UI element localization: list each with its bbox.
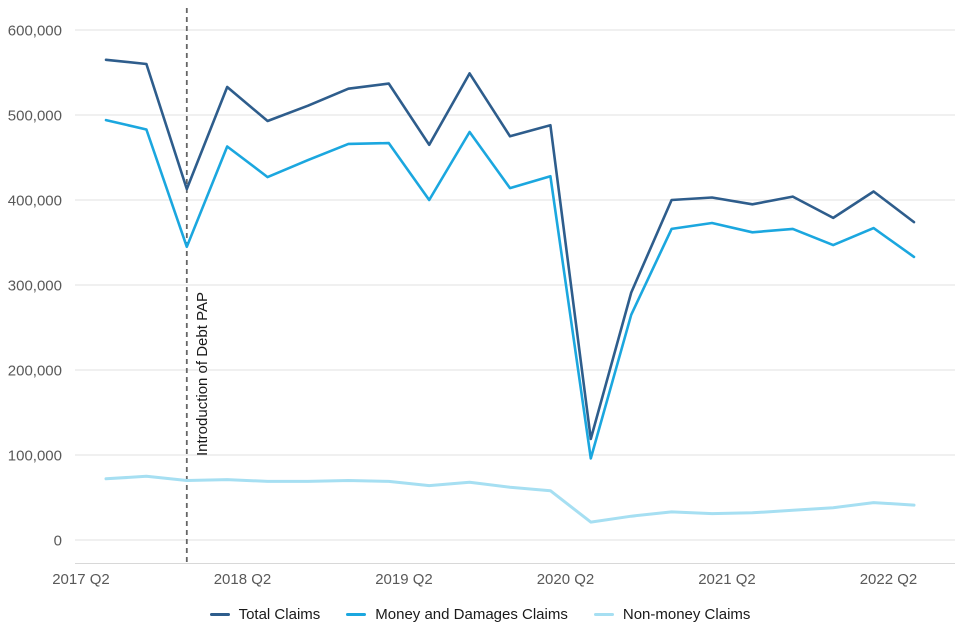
x-tick-label: 2020 Q2 — [537, 571, 595, 588]
y-tick-label: 500,000 — [8, 108, 62, 125]
plot-area: 0 100,000 200,000 300,000 400,000 500,000 600,… — [8, 8, 955, 588]
non-money-claims-swatch-icon — [593, 612, 614, 617]
total-claims-swatch-icon — [209, 612, 230, 617]
y-tick-label: 400,000 — [8, 193, 62, 210]
legend-label-money-damages-claims: Money and Damages Claims — [375, 606, 568, 623]
y-tick-label: 600,000 — [8, 23, 62, 40]
legend: Total Claims Money and Damages Claims No… — [0, 606, 960, 623]
y-gridlines — [75, 29, 955, 541]
legend-label-total-claims: Total Claims — [238, 606, 321, 623]
legend-item-total-claims: Total Claims — [209, 606, 321, 623]
legend-item-non-money-claims: Non-money Claims — [593, 606, 751, 623]
y-tick-label: 0 — [54, 533, 62, 550]
series-line-non-money-claims — [104, 474, 916, 524]
legend-item-money-damages-claims: Money and Damages Claims — [346, 606, 568, 623]
y-axis-tick-labels: 0 100,000 200,000 300,000 400,000 500,000 600,… — [8, 23, 62, 550]
y-tick-label: 100,000 — [8, 448, 62, 465]
x-tick-label: 2022 Q2 — [860, 571, 918, 588]
series-line-total-claims — [104, 58, 916, 441]
x-tick-label: 2018 Q2 — [214, 571, 272, 588]
y-tick-label: 200,000 — [8, 363, 62, 380]
x-tick-label: 2019 Q2 — [375, 571, 433, 588]
money-damages-claims-swatch-icon — [346, 612, 367, 617]
x-axis-tick-labels: 2017 Q2 2018 Q2 2019 Q2 2020 Q2 2021 Q2 2022 … — [52, 571, 917, 588]
series-lines — [104, 58, 916, 524]
legend-label-non-money-claims: Non-money Claims — [622, 606, 751, 623]
series-line-money-and-damages-claims — [104, 118, 916, 460]
x-tick-label: 2017 Q2 — [52, 571, 110, 588]
annotation-label: Introduction of Debt PAP — [194, 292, 211, 456]
x-tick-label: 2021 Q2 — [698, 571, 756, 588]
y-tick-label: 300,000 — [8, 278, 62, 295]
